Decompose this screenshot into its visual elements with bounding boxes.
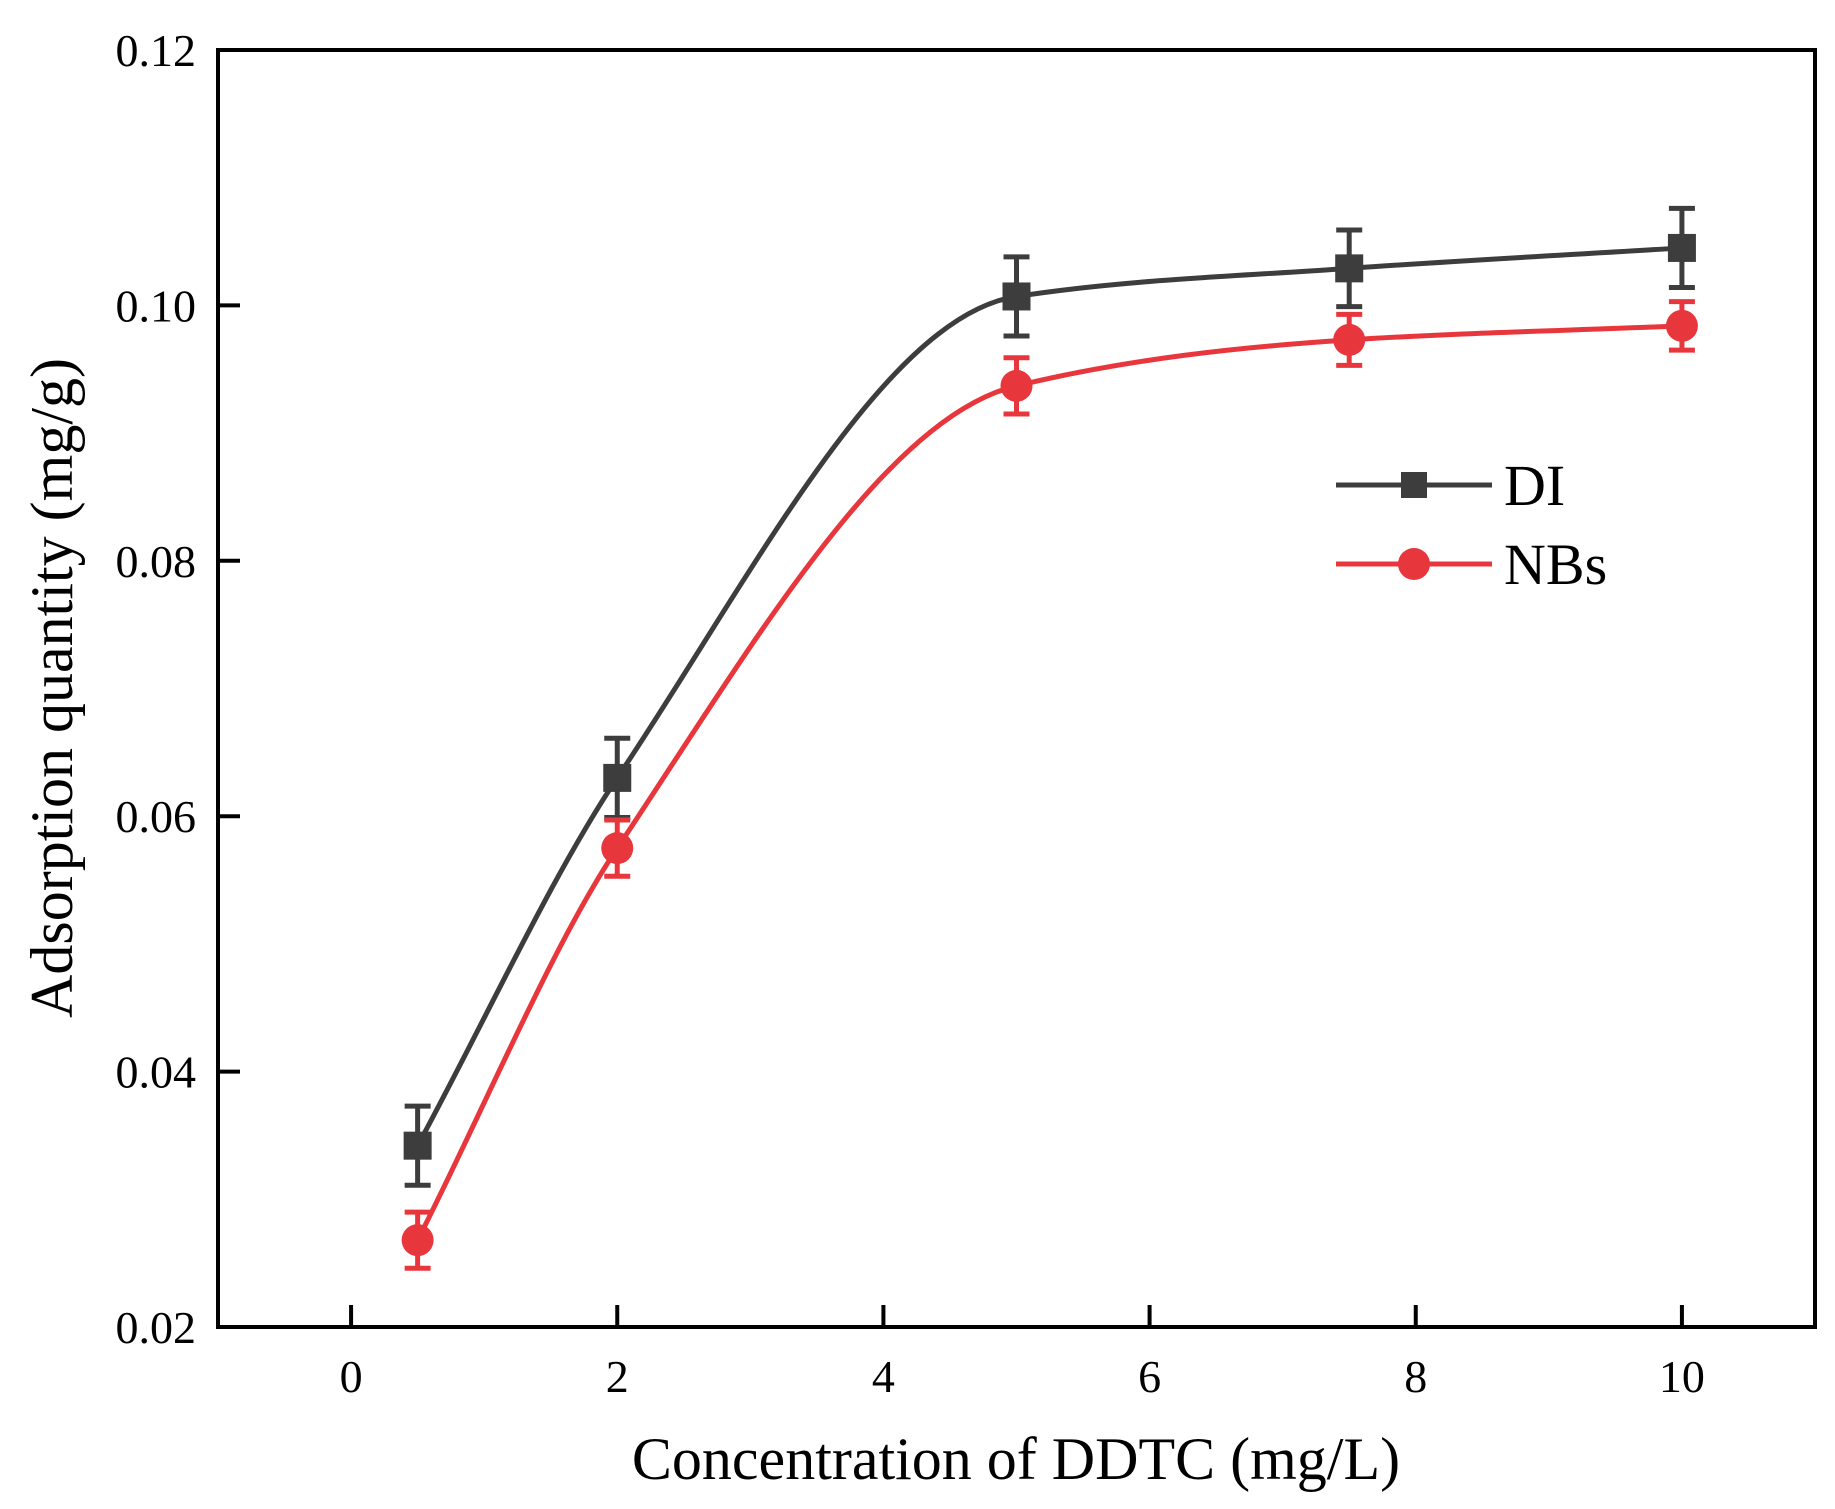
x-tick-label: 6 <box>1138 1351 1161 1402</box>
y-tick-label: 0.04 <box>116 1047 197 1098</box>
data-point-nbs <box>1333 323 1366 356</box>
series-layer <box>401 205 1698 1271</box>
y-tick-label: 0.12 <box>116 25 197 76</box>
data-point-di <box>603 763 632 792</box>
legend-item-nbs: NBs <box>1336 532 1607 597</box>
data-point-nbs <box>401 1224 434 1257</box>
data-point-di <box>1335 254 1364 283</box>
y-tick-label: 0.06 <box>116 791 197 842</box>
data-point-nbs <box>601 832 634 865</box>
data-point-di <box>403 1131 432 1160</box>
x-tick-label: 0 <box>340 1351 363 1402</box>
y-axis-title: Adsorption quantity (mg/g) <box>19 358 85 1018</box>
y-tick-label: 0.10 <box>116 280 197 331</box>
series-nbs <box>401 299 1698 1271</box>
legend-nbs-marker <box>1398 548 1430 580</box>
legend-label-di: DI <box>1504 453 1565 518</box>
x-tick-label: 10 <box>1659 1351 1705 1402</box>
y-tick-label: 0.02 <box>116 1302 197 1353</box>
y-tick-label: 0.08 <box>116 536 197 587</box>
series-di <box>403 205 1696 1188</box>
data-point-di <box>1667 233 1696 262</box>
series-di-line <box>415 245 1683 1147</box>
legend: DI NBs <box>1336 453 1607 597</box>
legend-label-nbs: NBs <box>1504 532 1607 597</box>
data-point-nbs <box>1000 369 1033 402</box>
data-point-nbs <box>1665 309 1698 342</box>
x-axis: 0 2 4 6 8 10 <box>340 1305 1705 1402</box>
y-axis: 0.02 0.04 0.06 0.08 0.10 0.12 <box>116 25 240 1353</box>
series-nbs-line <box>415 323 1683 1242</box>
x-tick-label: 2 <box>606 1351 629 1402</box>
x-axis-title: Concentration of DDTC (mg/L) <box>632 1426 1400 1492</box>
x-tick-label: 4 <box>872 1351 895 1402</box>
legend-item-di: DI <box>1336 453 1565 518</box>
x-tick-label: 8 <box>1404 1351 1427 1402</box>
data-point-di <box>1002 282 1031 311</box>
legend-di-marker <box>1401 472 1427 498</box>
plot-frame <box>216 48 1817 1329</box>
